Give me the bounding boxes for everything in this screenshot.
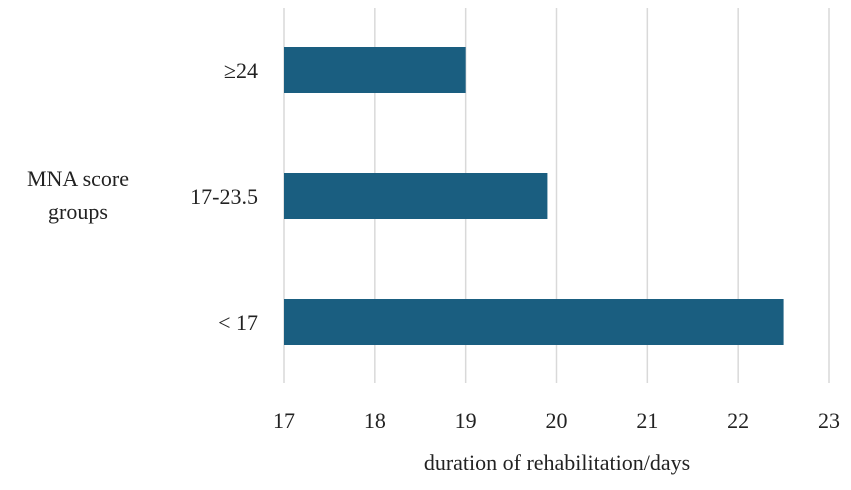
x-tick-label: 23	[818, 408, 840, 433]
x-tick-label: 20	[546, 408, 568, 433]
category-label: < 17	[218, 310, 258, 335]
category-label: 17-23.5	[190, 184, 258, 209]
x-tick-label: 19	[455, 408, 477, 433]
category-labels: ≥24 17-23.5 < 17	[190, 58, 258, 335]
x-tick-labels: 17 18 19 20 21 22 23	[273, 408, 840, 433]
bars	[284, 47, 784, 345]
bar	[284, 299, 784, 345]
x-tick-label: 17	[273, 408, 295, 433]
x-tick-label: 21	[636, 408, 658, 433]
y-axis-title-line-1: MNA score	[27, 166, 129, 191]
bar	[284, 47, 466, 93]
category-label: ≥24	[224, 58, 258, 83]
x-tick-label: 18	[364, 408, 386, 433]
y-axis-title-line-2: groups	[48, 199, 108, 224]
x-axis-title: duration of rehabilitation/days	[424, 450, 690, 475]
x-tick-label: 22	[727, 408, 749, 433]
bar	[284, 173, 548, 219]
